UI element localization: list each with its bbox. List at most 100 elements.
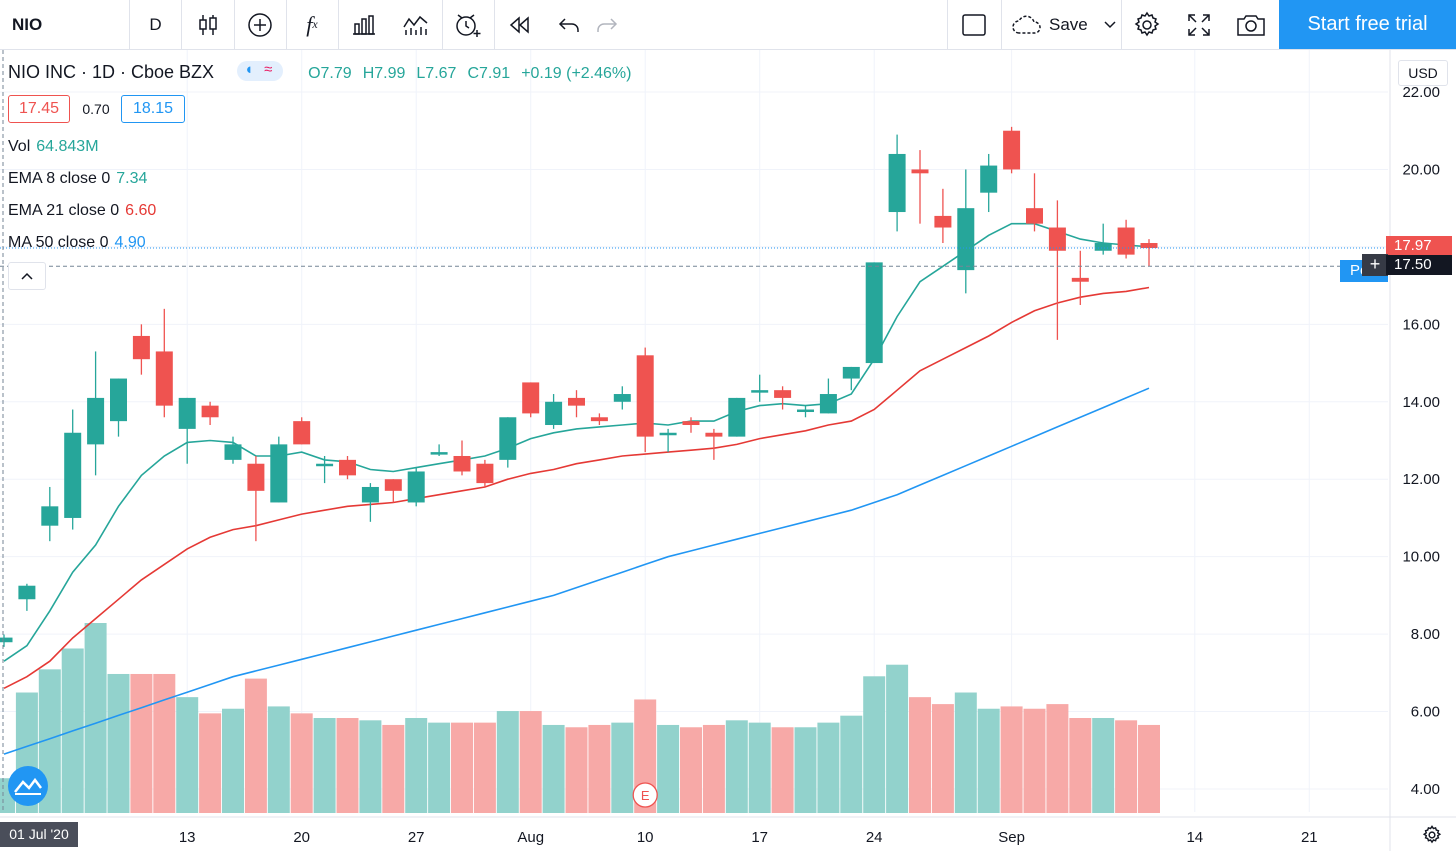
candle-body: [178, 397, 196, 429]
ma50-legend[interactable]: MA 50 close 0 4.90: [8, 234, 152, 252]
alert-clock-icon[interactable]: [442, 0, 494, 49]
start-free-trial-button[interactable]: Start free trial: [1279, 0, 1456, 49]
tradingview-logo-icon[interactable]: [8, 766, 48, 806]
candle-body: [819, 394, 837, 414]
volume-bar: [1023, 708, 1046, 813]
legend-toggle[interactable]: ◖ ≈: [237, 61, 284, 82]
candle-body: [545, 401, 563, 426]
compare-add-icon[interactable]: [234, 0, 286, 49]
legend-header: NIO INC · 1D · Cboe BZX ◖ ≈ O7.79 H7.99 …: [8, 61, 637, 83]
candle-body: [705, 432, 723, 437]
y-tick-label: 4.00: [1411, 781, 1440, 798]
candle-body: [18, 585, 36, 600]
candle-body: [0, 637, 13, 643]
ohlc-high: H7.99: [362, 65, 406, 82]
ema8-legend[interactable]: EMA 8 close 0 7.34: [8, 170, 153, 188]
volume-bar: [382, 724, 405, 813]
x-tick-label: 20: [293, 829, 310, 846]
candle-body: [659, 432, 677, 436]
candle-body: [568, 397, 585, 406]
volume-bar: [840, 715, 863, 813]
volume-bar: [519, 711, 542, 813]
volume-bar: [954, 692, 977, 813]
volume-bar: [725, 720, 748, 813]
candle-body: [87, 397, 105, 445]
candle-body: [384, 479, 402, 491]
candle-body: [1140, 243, 1158, 249]
candle-body: [316, 463, 334, 467]
vol-label: Vol: [8, 138, 31, 155]
volume-bar: [405, 718, 428, 813]
redo-icon[interactable]: [588, 0, 626, 49]
y-tick-label: 20.00: [1402, 161, 1440, 178]
candle-body: [407, 471, 425, 503]
volume-bar: [244, 678, 267, 813]
x-tick-label: 13: [179, 829, 196, 846]
cloud-icon: [1012, 15, 1041, 34]
moon-icon: ◖: [244, 61, 254, 79]
candle-body: [224, 444, 242, 460]
crosshair-date-tag: 01 Jul '20: [0, 822, 78, 847]
ma50-value: 4.90: [114, 234, 146, 251]
save-button[interactable]: Save: [1001, 0, 1121, 49]
volume-bar: [680, 727, 702, 813]
sell-price-button[interactable]: 17.45: [8, 95, 70, 123]
volume-bar: [451, 722, 473, 813]
price-chart[interactable]: E 4.006.008.0010.0012.0014.0016.0018.002…: [0, 50, 1456, 851]
candle-body: [1048, 227, 1066, 251]
layout-select-icon[interactable]: [947, 0, 1001, 49]
candle-body: [247, 463, 265, 491]
volume-bar: [290, 713, 313, 813]
ohlc-close: C7.91: [467, 65, 511, 82]
candle-body: [270, 444, 288, 503]
financials-icon[interactable]: [338, 0, 390, 49]
volume-bar: [473, 722, 496, 813]
symbol-search-button[interactable]: NIO: [0, 0, 130, 49]
x-tick-label: 21: [1301, 829, 1318, 846]
add-order-plus-icon[interactable]: +: [1362, 254, 1388, 276]
vol-legend[interactable]: Vol 64.843M: [8, 138, 105, 156]
replay-icon[interactable]: [494, 0, 546, 49]
undo-icon[interactable]: [550, 0, 588, 49]
x-tick-label: 10: [637, 829, 654, 846]
volume-bar: [702, 724, 725, 813]
volume-bar: [771, 727, 794, 813]
ohlc-low: L7.67: [416, 65, 457, 82]
interval-button[interactable]: D: [130, 0, 182, 49]
bar-style-icon[interactable]: [182, 0, 234, 49]
candle-body: [155, 351, 173, 406]
templates-icon[interactable]: [390, 0, 442, 49]
candle-body: [64, 432, 82, 518]
volume-bar: [931, 704, 954, 813]
currency-button[interactable]: USD: [1398, 60, 1448, 86]
candle-body: [911, 169, 929, 174]
fullscreen-icon[interactable]: [1173, 0, 1225, 49]
candle-body: [499, 417, 517, 460]
ema8-label: EMA 8 close 0: [8, 170, 111, 187]
candle-body: [453, 455, 471, 472]
buy-price-button[interactable]: 18.15: [121, 95, 185, 123]
volume-bar: [176, 697, 199, 813]
volume-bar: [359, 720, 382, 813]
ema21-legend[interactable]: EMA 21 close 0 6.60: [8, 202, 162, 220]
volume-bar: [428, 722, 451, 813]
volume-bar: [1092, 718, 1115, 813]
ohlc-change: +0.19 (+2.46%): [521, 65, 632, 82]
x-tick-label: 14: [1186, 829, 1203, 846]
candle-body: [980, 165, 998, 193]
candle-body: [888, 153, 906, 213]
earnings-marker-label: E: [641, 788, 650, 803]
candle-body: [865, 262, 883, 364]
y-tick-label: 6.00: [1411, 704, 1440, 721]
settings-gear-icon[interactable]: [1121, 0, 1173, 49]
volume-bar: [565, 727, 588, 813]
y-tick-label: 8.00: [1411, 626, 1440, 643]
earnings-marker-icon: [632, 782, 658, 808]
camera-snapshot-icon[interactable]: [1225, 0, 1277, 49]
axis-settings-gear-icon[interactable]: [1422, 825, 1442, 850]
collapse-legend-button[interactable]: [8, 262, 46, 290]
x-tick-label: Aug: [517, 829, 544, 846]
volume-bar: [107, 673, 130, 813]
